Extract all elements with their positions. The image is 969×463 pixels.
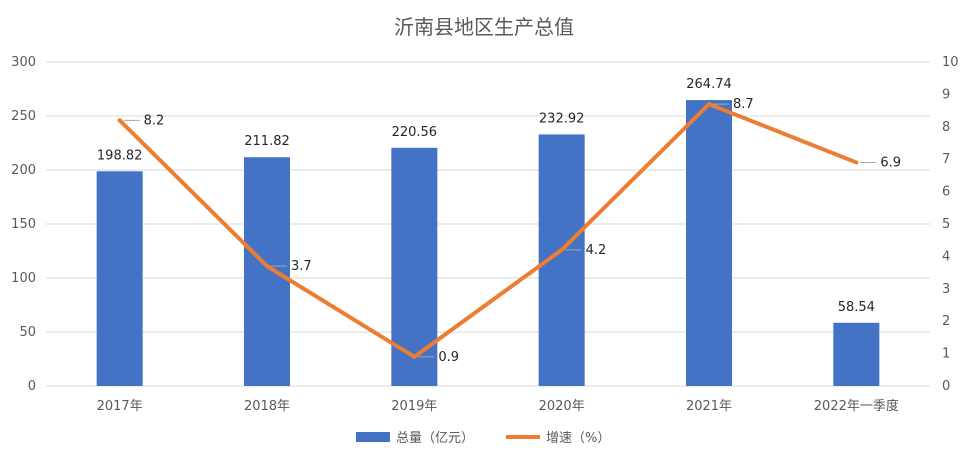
bar-value-label: 232.92 [539,111,585,126]
bar-value-label: 58.54 [838,300,875,315]
line-point-4 [707,102,711,107]
right-tick-label: 7 [942,152,950,167]
line-point-5 [854,160,859,165]
x-axis: 2017年 2018年 2019年 2020年 2021年 2022年一季度 [97,398,899,414]
line-value-label: 8.7 [733,97,754,112]
legend-bar-label: 总量（亿元） [396,431,474,446]
right-tick-label: 4 [942,249,950,264]
left-tick-label: 300 [11,55,36,70]
bar-value-label: 220.56 [392,125,438,140]
x-tick-label: 2020年 [539,399,585,414]
right-tick-label: 0 [942,379,950,394]
line-point-2 [412,354,417,359]
right-tick-label: 6 [942,185,950,200]
bar-value-label: 211.82 [244,134,290,149]
x-tick-label: 2019年 [391,399,437,414]
bar-value-label: 198.82 [97,148,143,163]
legend-line-label: 增速（%） [546,431,610,446]
bar-1 [244,157,290,386]
line-point-0 [117,118,122,123]
legend: 总量（亿元） 增速（%） [356,431,610,446]
bar-2 [391,147,438,386]
x-tick-label: 2017年 [97,399,143,414]
right-tick-label: 1 [942,347,950,362]
right-tick-label: 9 [942,87,950,102]
right-axis: 0 1 2 3 4 5 6 7 8 9 10 [942,55,959,394]
right-tick-label: 2 [942,314,950,329]
left-tick-label: 50 [19,325,36,340]
line-value-label: 0.9 [438,350,459,365]
bar-0 [96,171,143,386]
data-labels: 198.82 211.82 220.56 232.92 264.74 58.54 8.2 3.… [97,77,901,365]
line-point-3 [559,247,564,252]
line-value-label: 3.7 [291,259,312,274]
chart-title: 沂南县地区生产总值 [394,15,574,39]
x-tick-label: 2022年一季度 [814,398,899,414]
line-point-1 [265,264,269,269]
line-value-label: 6.9 [880,155,901,170]
bar-value-label: 264.74 [686,77,732,92]
line-value-label: 8.2 [144,113,165,128]
right-tick-label: 8 [942,120,950,135]
left-tick-label: 0 [28,379,36,394]
x-tick-label: 2018年 [244,399,290,414]
line-value-label: 4.2 [586,243,607,258]
line-series [117,102,859,359]
left-tick-label: 150 [11,217,36,232]
legend-bar-swatch [356,432,390,442]
left-tick-label: 250 [11,109,36,124]
left-tick-label: 200 [11,163,36,178]
growth-line [117,102,859,359]
right-tick-label: 5 [942,217,950,232]
right-tick-label: 10 [942,55,959,70]
left-axis: 0 50 100 150 200 250 300 [11,55,36,394]
x-tick-label: 2021年 [686,399,732,414]
bar-4 [686,100,732,386]
gridlines [46,61,930,387]
bar-series [96,100,880,386]
bar-5 [833,322,880,386]
left-tick-label: 100 [11,271,36,286]
right-tick-label: 3 [942,282,950,297]
